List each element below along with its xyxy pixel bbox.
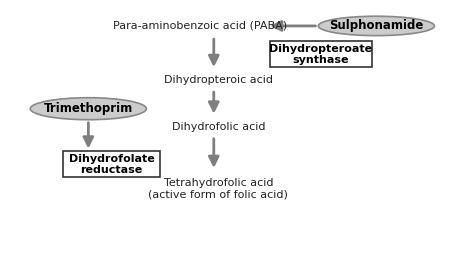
Text: Dihydropteroic acid: Dihydropteroic acid	[164, 75, 273, 85]
FancyBboxPatch shape	[270, 41, 372, 67]
Ellipse shape	[30, 98, 146, 120]
FancyBboxPatch shape	[63, 151, 160, 177]
Text: Dihydrofolic acid: Dihydrofolic acid	[172, 122, 265, 132]
Ellipse shape	[319, 16, 434, 36]
Text: Sulphonamide: Sulphonamide	[329, 20, 424, 32]
Text: Dihydropteroate
synthase: Dihydropteroate synthase	[269, 44, 372, 65]
Text: Trimethoprim: Trimethoprim	[44, 102, 133, 115]
Text: Dihydrofolate
reductase: Dihydrofolate reductase	[69, 154, 155, 175]
Text: Tetrahydrofolic acid
(active form of folic acid): Tetrahydrofolic acid (active form of fol…	[148, 178, 288, 200]
Text: Para-aminobenzoic acid (PABA): Para-aminobenzoic acid (PABA)	[113, 21, 287, 31]
